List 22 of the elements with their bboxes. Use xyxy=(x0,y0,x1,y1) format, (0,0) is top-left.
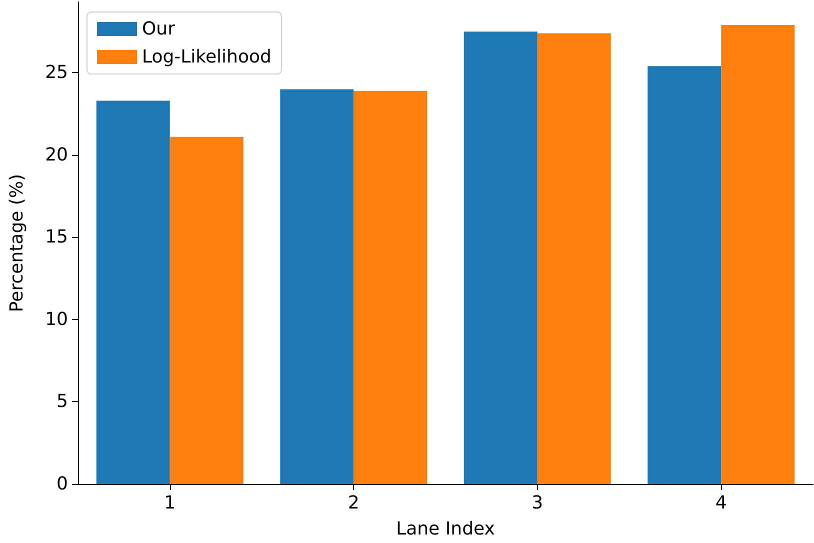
legend-label: Log-Likelihood xyxy=(142,46,272,68)
x-tick-label: 1 xyxy=(164,492,176,514)
bar xyxy=(648,66,722,484)
x-tick-label: 2 xyxy=(348,492,360,514)
bar xyxy=(354,90,428,484)
bar xyxy=(96,100,170,484)
y-tick-label: 10 xyxy=(45,308,68,330)
bar xyxy=(464,32,538,484)
y-tick-label: 25 xyxy=(45,62,68,84)
legend-label: Our xyxy=(142,18,176,40)
x-axis-title: Lane Index xyxy=(396,518,496,540)
x-tick-label: 3 xyxy=(532,492,544,514)
y-tick-label: 20 xyxy=(45,144,68,166)
bar xyxy=(537,33,611,484)
y-tick-label: 5 xyxy=(56,391,68,412)
bar xyxy=(721,25,795,484)
y-axis-title: Percentage (%) xyxy=(6,174,28,312)
x-tick-label: 4 xyxy=(715,492,727,514)
y-tick-label: 15 xyxy=(45,226,68,248)
bar xyxy=(170,136,244,484)
y-tick-label: 0 xyxy=(56,474,68,494)
bar xyxy=(280,89,354,484)
